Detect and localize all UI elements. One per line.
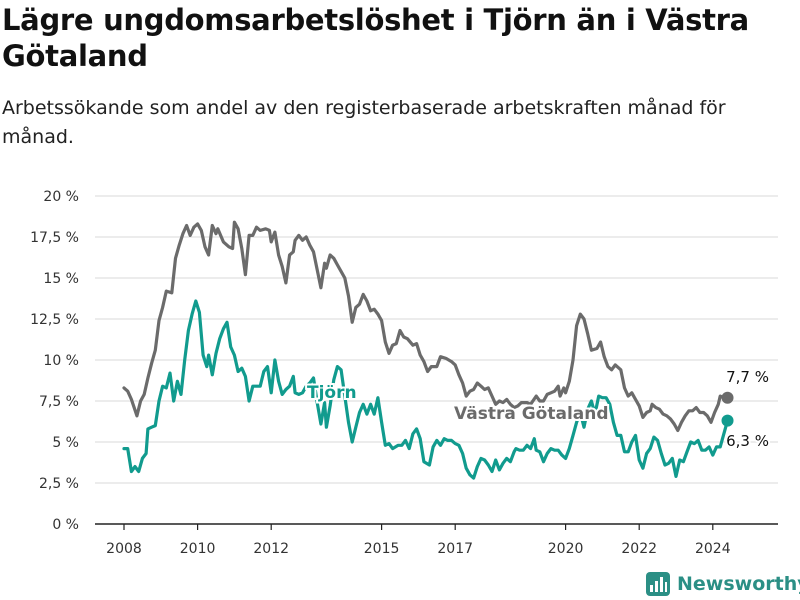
series-lines [122,220,734,480]
x-axis: 2008 2010 2012 2015 2017 2020 2022 2024 [95,523,778,557]
y-axis: 0 % 2,5 % 5 % 7,5 % 10 % 12,5 % 15 % 17,5 % 20 % [30,189,79,533]
y-tick-label: 10 % [43,353,79,369]
end-value-label: 6,3 % [726,432,769,450]
brand-logo[interactable]: Newsworthy [645,569,800,599]
series-labels: Tjörn Västra Götaland 7,7 % 6,3 % [305,366,771,452]
series-line-tjorn [122,299,730,480]
newsworthy-icon [646,572,670,596]
end-value-label: 7,7 % [726,368,769,386]
y-tick-label: 12,5 % [30,312,79,328]
x-tick-label: 2012 [253,541,289,557]
y-tick-label: 2,5 % [39,476,79,492]
y-tick-label: 5 % [52,435,79,451]
y-tick-label: 17,5 % [30,230,79,246]
brand-name: Newsworthy [677,573,800,595]
series-name-label: Tjörn [307,383,357,403]
y-tick-label: 7,5 % [39,394,79,410]
y-tick-label: 15 % [43,271,79,287]
x-tick-label: 2015 [364,541,400,557]
x-tick-label: 2008 [106,541,142,557]
chart-title: Lägre ungdomsarbetslöshet i Tjörn än i V… [2,3,749,73]
x-tick-label: 2010 [180,541,216,557]
chart-subtitle: Arbetssökande som andel av den registerb… [2,97,726,148]
series-name-label: Västra Götaland [454,404,609,424]
x-tick-label: 2020 [548,541,584,557]
end-point [721,391,734,404]
series-line-vastra-gotaland [122,220,730,433]
y-tick-label: 20 % [43,189,79,205]
end-point [721,414,734,427]
x-tick-label: 2017 [437,541,473,557]
x-tick-label: 2024 [695,541,731,557]
y-tick-label: 0 % [52,517,79,533]
x-tick-label: 2022 [621,541,657,557]
